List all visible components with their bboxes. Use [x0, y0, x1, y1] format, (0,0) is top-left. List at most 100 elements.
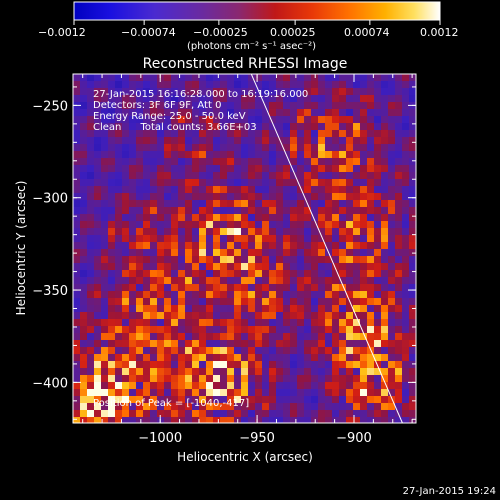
- heatmap-cell: [129, 375, 136, 382]
- heatmap-cell: [241, 158, 248, 165]
- heatmap-cell: [325, 102, 332, 109]
- heatmap-cell: [290, 389, 297, 396]
- heatmap-cell: [409, 144, 416, 151]
- heatmap-cell: [171, 130, 178, 137]
- heatmap-cell: [402, 319, 409, 326]
- heatmap-cell: [269, 305, 276, 312]
- heatmap-cell: [409, 207, 416, 214]
- heatmap-cell: [332, 354, 339, 361]
- heatmap-cell: [304, 305, 311, 312]
- heatmap-cell: [241, 417, 248, 423]
- heatmap-cell: [157, 235, 164, 242]
- heatmap-cell: [269, 291, 276, 298]
- heatmap-cell: [94, 186, 101, 193]
- heatmap-cell: [248, 249, 255, 256]
- heatmap-cell: [276, 410, 283, 417]
- heatmap-cell: [367, 256, 374, 263]
- heatmap-cell: [122, 417, 129, 423]
- heatmap-cell: [255, 410, 262, 417]
- heatmap-cell: [227, 102, 234, 109]
- heatmap-cell: [150, 340, 157, 347]
- heatmap-cell: [129, 207, 136, 214]
- heatmap-cell: [248, 102, 255, 109]
- heatmap-cell: [108, 382, 115, 389]
- heatmap-cell: [353, 375, 360, 382]
- heatmap-cell: [297, 284, 304, 291]
- heatmap-cell: [178, 368, 185, 375]
- heatmap-cell: [234, 305, 241, 312]
- heatmap-cell: [290, 144, 297, 151]
- heatmap-cell: [206, 158, 213, 165]
- heatmap-cell: [157, 410, 164, 417]
- heatmap-cell: [234, 382, 241, 389]
- heatmap-cell: [220, 228, 227, 235]
- heatmap-cell: [150, 144, 157, 151]
- heatmap-cell: [94, 333, 101, 340]
- heatmap-cell: [402, 186, 409, 193]
- heatmap-cell: [353, 137, 360, 144]
- heatmap-cell: [213, 312, 220, 319]
- heatmap-cell: [129, 326, 136, 333]
- heatmap-cell: [409, 172, 416, 179]
- heatmap-cell: [339, 263, 346, 270]
- heatmap-cell: [381, 284, 388, 291]
- heatmap-cell: [129, 221, 136, 228]
- heatmap-cell: [143, 256, 150, 263]
- heatmap-cell: [213, 102, 220, 109]
- heatmap-cell: [164, 81, 171, 88]
- heatmap-cell: [115, 298, 122, 305]
- heatmap-cell: [402, 410, 409, 417]
- heatmap-cell: [227, 340, 234, 347]
- heatmap-cell: [206, 333, 213, 340]
- heatmap-cell: [171, 144, 178, 151]
- heatmap-cell: [87, 368, 94, 375]
- heatmap-cell: [276, 235, 283, 242]
- heatmap-cell: [304, 319, 311, 326]
- heatmap-cell: [395, 354, 402, 361]
- heatmap-cell: [192, 354, 199, 361]
- heatmap-cell: [143, 207, 150, 214]
- heatmap-cell: [171, 284, 178, 291]
- heatmap-cell: [311, 375, 318, 382]
- heatmap-cell: [360, 235, 367, 242]
- heatmap-cell: [353, 410, 360, 417]
- heatmap-cell: [178, 242, 185, 249]
- heatmap-cell: [374, 165, 381, 172]
- heatmap-cell: [108, 88, 115, 95]
- heatmap-cell: [136, 116, 143, 123]
- heatmap-cell: [206, 214, 213, 221]
- heatmap-cell: [80, 256, 87, 263]
- heatmap-cell: [115, 249, 122, 256]
- heatmap-cell: [115, 396, 122, 403]
- heatmap-cell: [262, 221, 269, 228]
- heatmap-cell: [199, 326, 206, 333]
- heatmap-cell: [332, 109, 339, 116]
- heatmap-cell: [318, 256, 325, 263]
- heatmap-cell: [199, 214, 206, 221]
- heatmap-cell: [276, 172, 283, 179]
- heatmap-cell: [297, 193, 304, 200]
- heatmap-cell: [297, 417, 304, 423]
- heatmap-cell: [402, 172, 409, 179]
- heatmap-cell: [108, 130, 115, 137]
- heatmap-cell: [199, 375, 206, 382]
- heatmap-cell: [388, 403, 395, 410]
- heatmap-cell: [290, 249, 297, 256]
- heatmap-cell: [409, 263, 416, 270]
- heatmap-cell: [143, 165, 150, 172]
- heatmap-cell: [220, 410, 227, 417]
- heatmap-cell: [255, 277, 262, 284]
- heatmap-cell: [325, 410, 332, 417]
- heatmap-cell: [381, 354, 388, 361]
- heatmap-cell: [332, 263, 339, 270]
- heatmap-cell: [325, 256, 332, 263]
- heatmap-cell: [129, 354, 136, 361]
- heatmap-cell: [332, 410, 339, 417]
- heatmap-cell: [325, 207, 332, 214]
- heatmap-cell: [185, 291, 192, 298]
- heatmap-cell: [402, 291, 409, 298]
- heatmap-cell: [276, 102, 283, 109]
- heatmap-cell: [297, 333, 304, 340]
- heatmap-cell: [87, 333, 94, 340]
- heatmap-cell: [318, 242, 325, 249]
